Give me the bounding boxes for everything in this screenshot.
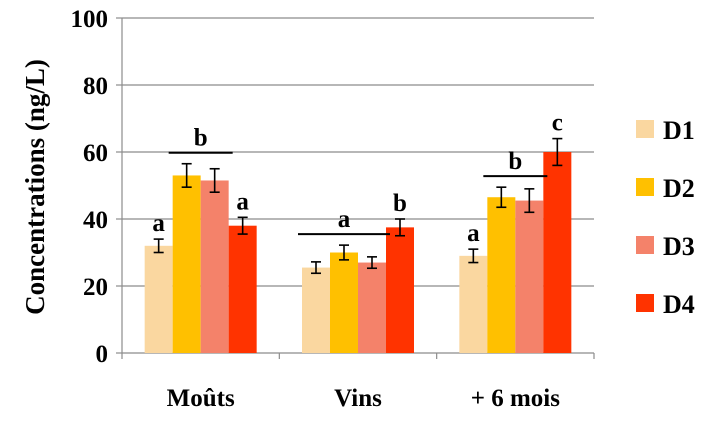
- legend-label-d2: D2: [663, 174, 695, 203]
- x-tick-label: Vins: [334, 385, 382, 412]
- y-tick-label: 20: [83, 274, 108, 301]
- bar-d4-0: [228, 225, 257, 353]
- bar-d1-0: [144, 245, 173, 353]
- legend: D1 D2 D3 D4: [636, 116, 695, 319]
- bar-d2-1: [330, 252, 358, 353]
- bar-d2-0: [172, 175, 201, 353]
- bars: [144, 152, 572, 353]
- significance-label: a: [338, 206, 351, 233]
- legend-label-d3: D3: [663, 232, 695, 261]
- legend-swatch-d4: [636, 294, 654, 312]
- significance-label: b: [508, 148, 522, 175]
- significance-annotations: a b a a b a b c: [152, 110, 562, 248]
- y-tick-label: 0: [96, 341, 109, 368]
- bar-d1-2: [459, 255, 488, 353]
- legend-label-d4: D4: [663, 290, 695, 319]
- bar-d3-1: [358, 262, 386, 353]
- y-tick-label: 60: [83, 140, 108, 167]
- significance-label: a: [467, 220, 480, 247]
- legend-swatch-d1: [636, 120, 654, 138]
- y-axis-label: Concentrations (ng/L): [20, 59, 50, 315]
- legend-swatch-d2: [636, 178, 654, 196]
- bar-d2-2: [487, 197, 516, 353]
- significance-label: b: [194, 125, 208, 152]
- y-tick-label: 100: [71, 6, 109, 33]
- error-bars: [153, 137, 563, 275]
- significance-label: a: [236, 188, 249, 215]
- bar-d4-2: [543, 152, 572, 353]
- x-tick-label: Moûts: [167, 385, 235, 412]
- significance-label: c: [552, 110, 563, 137]
- significance-label: a: [152, 210, 165, 237]
- legend-label-d1: D1: [663, 116, 695, 145]
- legend-swatch-d3: [636, 236, 654, 254]
- x-tick-label: + 6 mois: [471, 385, 561, 412]
- y-tick-label: 40: [83, 207, 108, 234]
- bar-d1-1: [302, 267, 330, 353]
- bar-d4-1: [386, 227, 414, 353]
- bar-d3-0: [200, 180, 229, 353]
- bar-d3-2: [515, 200, 544, 353]
- significance-label: b: [393, 190, 407, 217]
- y-tick-label: 80: [83, 73, 108, 100]
